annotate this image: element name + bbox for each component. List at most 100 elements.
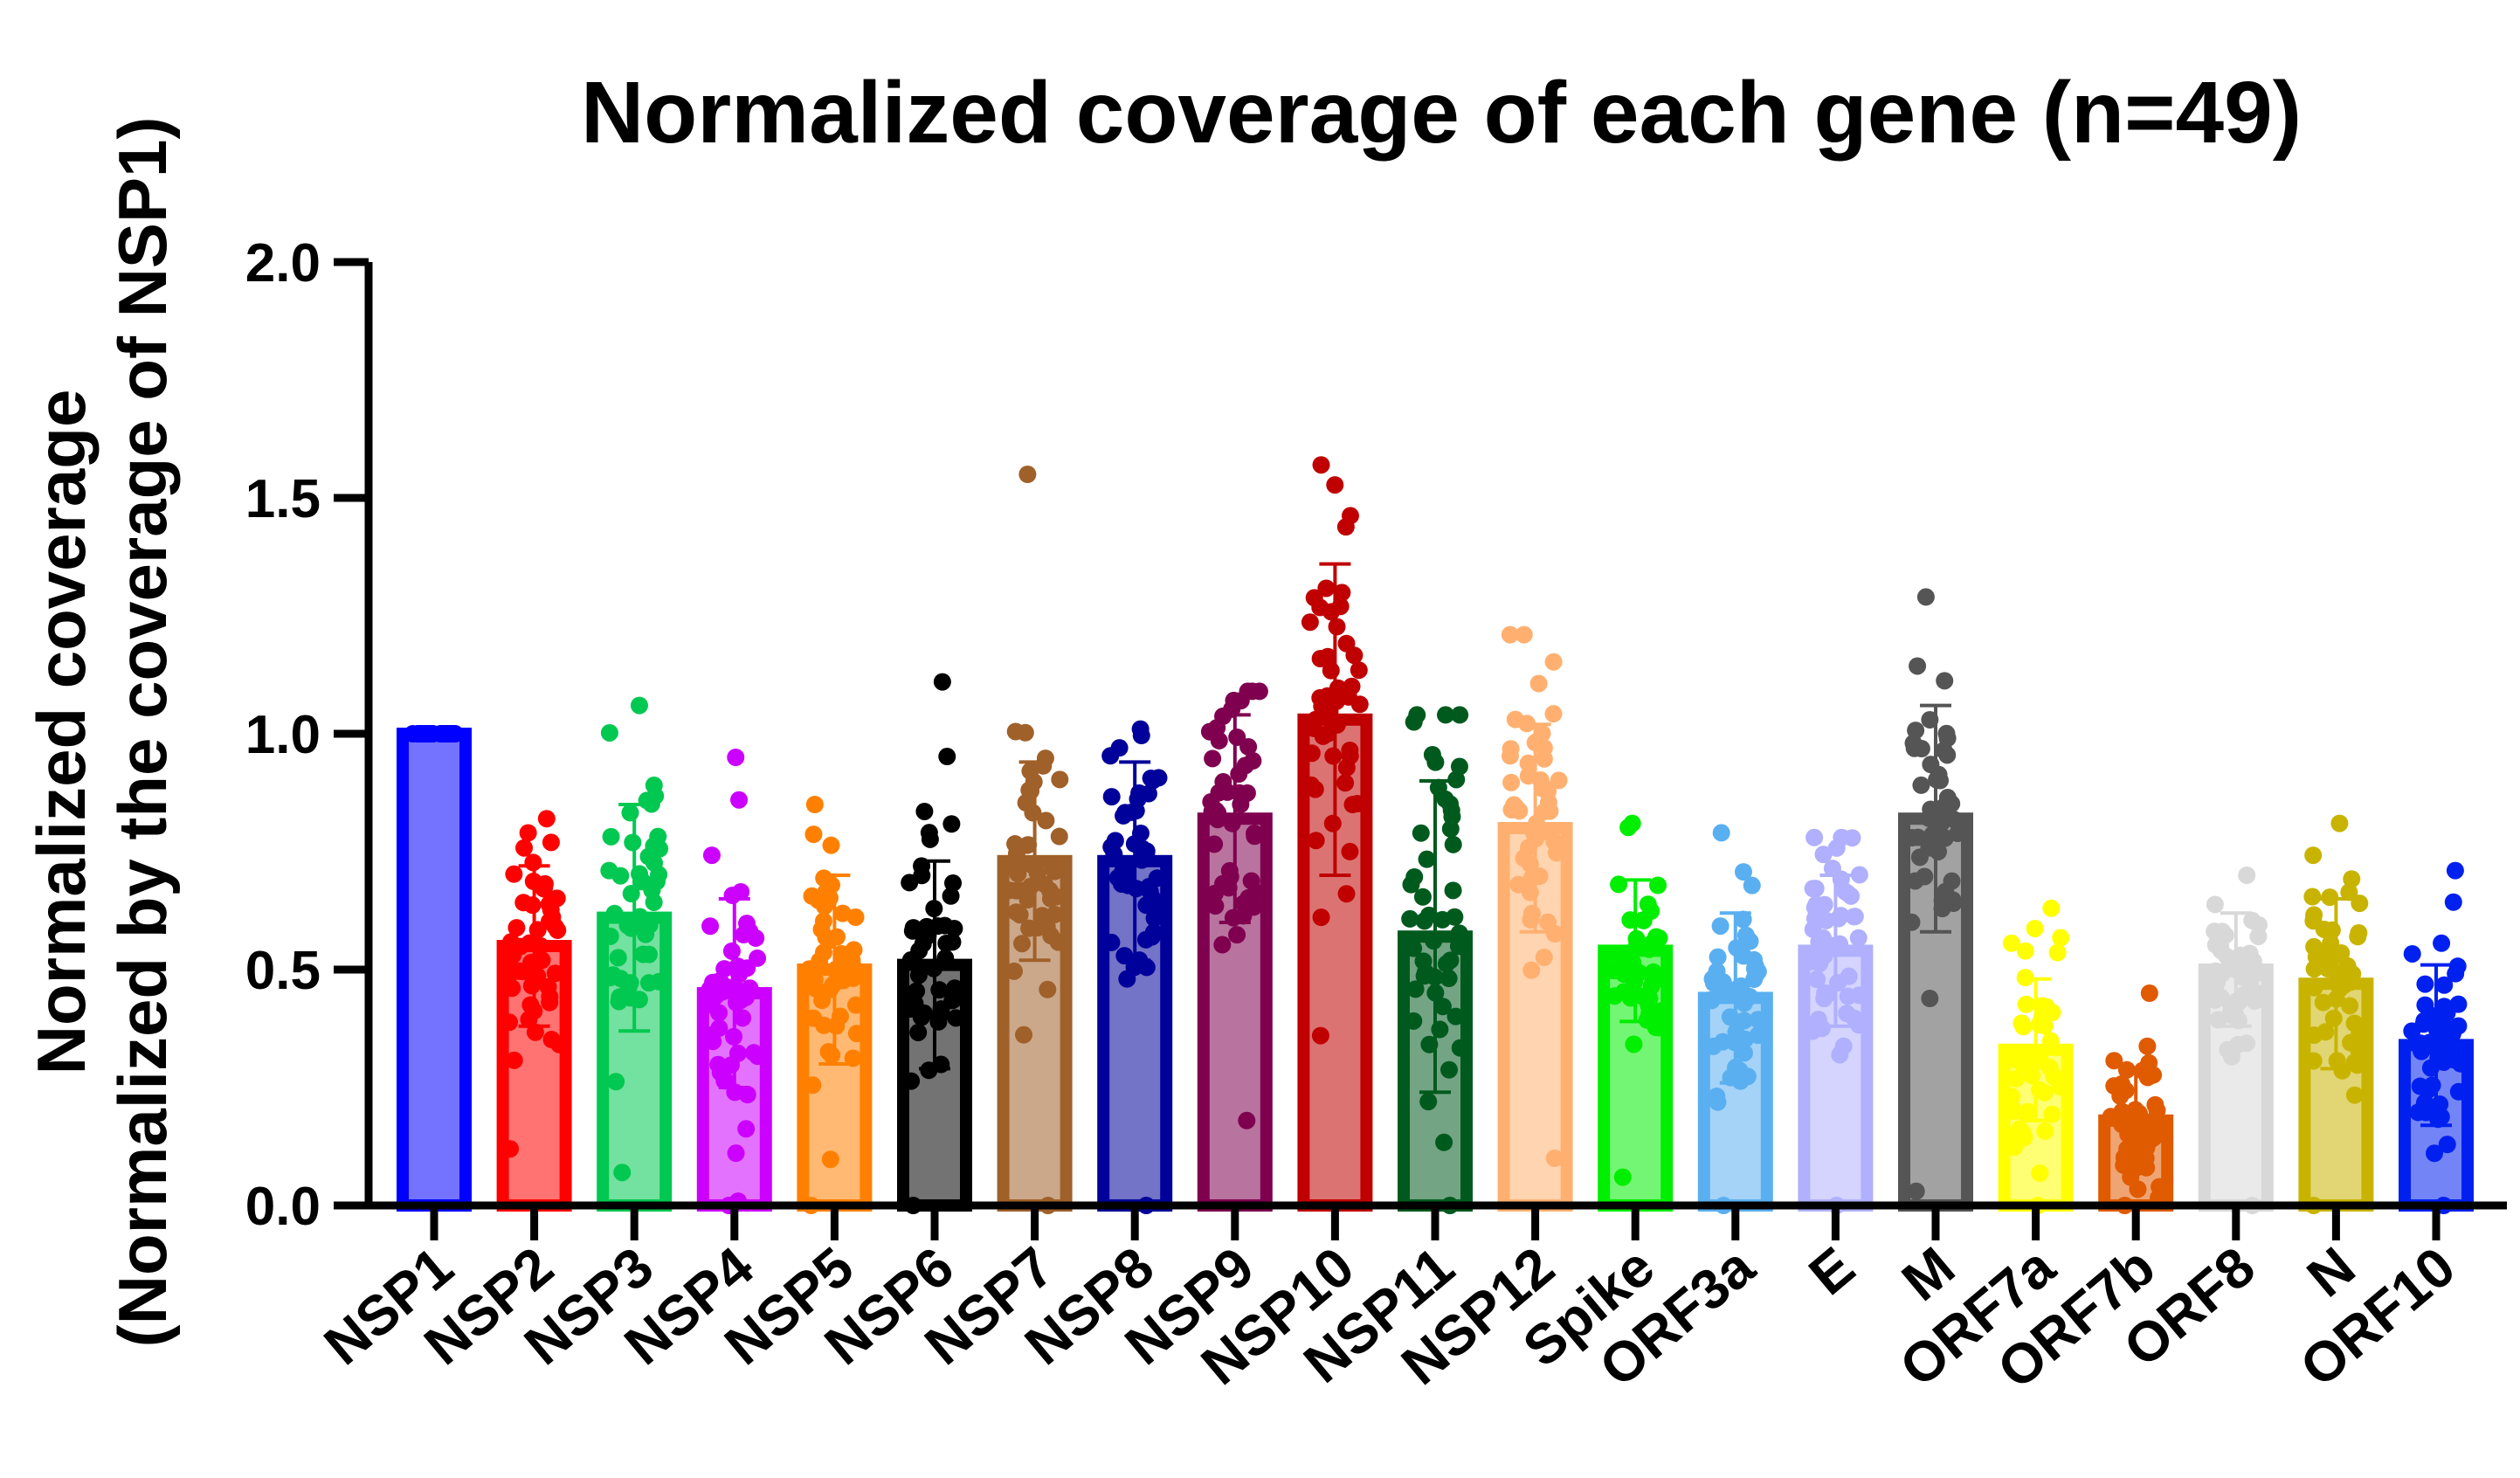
data-point-nsp10 <box>1313 697 1331 715</box>
data-point-orf8 <box>2216 926 2234 944</box>
data-point-nsp3 <box>650 972 668 991</box>
error-bar-orf8 <box>2220 911 2252 1028</box>
data-point-n <box>2351 1024 2369 1042</box>
data-point-orf10 <box>2413 1100 2432 1118</box>
data-point-nsp3 <box>613 1164 632 1182</box>
data-point-orf7a <box>2035 1083 2054 1102</box>
data-point-nsp6 <box>933 673 951 691</box>
data-point-orf3a <box>1738 1067 1757 1086</box>
y-axis-sublabel: (Normalized by the coverage of NSP1) <box>104 117 181 1348</box>
data-point-nsp6 <box>938 748 956 766</box>
data-point-orf10 <box>2435 976 2454 994</box>
data-point-nsp10 <box>1336 774 1355 792</box>
data-point-orf3a <box>1745 970 1764 989</box>
data-point-nsp8 <box>1106 832 1124 850</box>
data-point-orf3a <box>1709 948 1727 966</box>
data-point-nsp10 <box>1326 476 1344 494</box>
data-point-n <box>2350 1042 2368 1060</box>
data-point-nsp7 <box>1013 935 1032 953</box>
data-point-nsp10 <box>1328 618 1346 636</box>
data-point-nsp10 <box>1302 744 1321 763</box>
y-tick-label: 1.5 <box>245 469 321 529</box>
y-ticks: 0.0 0.5 1.0 1.5 2.0 <box>245 233 369 1237</box>
data-point-e <box>1831 935 1849 953</box>
data-point-nsp3 <box>635 911 653 929</box>
data-point-orf8 <box>2241 976 2260 994</box>
data-point-nsp7 <box>1046 905 1064 923</box>
data-point-nsp10 <box>1312 456 1330 474</box>
data-point-spike <box>1634 911 1653 929</box>
data-point-nsp6 <box>915 802 934 820</box>
data-point-nsp12 <box>1519 754 1537 772</box>
data-point-nsp11 <box>1405 867 1424 886</box>
data-point-nsp12 <box>1522 961 1541 979</box>
data-point-orf7a <box>2017 995 2035 1013</box>
error-bar-m <box>1920 703 1951 934</box>
data-point-nsp3 <box>605 904 624 922</box>
data-point-e <box>1808 970 1826 989</box>
data-point-nsp11 <box>1444 835 1462 853</box>
data-point-spike <box>1649 876 1667 894</box>
data-point-nsp5 <box>804 1076 822 1095</box>
data-point-orf7a <box>2011 1120 2029 1138</box>
data-point-nsp3 <box>621 804 639 822</box>
data-point-nsp6 <box>910 942 929 960</box>
data-point-nsp6 <box>947 1009 965 1027</box>
data-point-nsp5 <box>823 1046 841 1065</box>
data-point-m <box>1902 913 1921 931</box>
data-point-m <box>1920 839 1938 857</box>
data-point-nsp5 <box>815 1016 833 1034</box>
data-point-nsp9 <box>1239 737 1258 756</box>
data-point-nsp3 <box>645 777 663 795</box>
data-point-spike <box>1604 961 1622 979</box>
data-point-nsp3 <box>611 970 630 988</box>
data-point-nsp11 <box>1451 706 1469 724</box>
data-point-nsp7 <box>1018 891 1037 909</box>
data-point-e <box>1814 929 1833 947</box>
data-point-nsp8 <box>1101 747 1120 765</box>
data-point-e <box>1834 1037 1853 1055</box>
data-point-nsp10 <box>1337 758 1356 777</box>
data-point-nsp10 <box>1311 1026 1329 1045</box>
data-point-m <box>1938 746 1957 764</box>
data-point-nsp6 <box>937 934 956 952</box>
data-point-spike <box>1644 973 1662 991</box>
data-point-e <box>1815 895 1833 914</box>
data-point-orf7a <box>2002 934 2020 952</box>
data-point-nsp11 <box>1405 939 1423 957</box>
data-point-nsp12 <box>1533 724 1551 742</box>
data-point-nsp11 <box>1413 887 1432 906</box>
data-point-nsp11 <box>1433 998 1452 1016</box>
data-point-nsp8 <box>1118 970 1136 988</box>
data-point-n <box>2316 1023 2335 1041</box>
data-point-nsp5 <box>814 943 832 962</box>
data-point-nsp11 <box>1435 1133 1453 1151</box>
data-point-nsp7 <box>1007 903 1025 922</box>
data-point-nsp7 <box>1017 793 1035 812</box>
data-point-nsp2 <box>535 879 554 897</box>
data-point-orf3a <box>1735 1044 1753 1062</box>
data-point-nsp11 <box>1433 910 1452 929</box>
data-point-nsp11 <box>1451 1039 1469 1057</box>
data-point-m <box>1938 729 1957 748</box>
y-axis-title: Normalized coverage (Normalized by the c… <box>23 117 181 1348</box>
data-point-nsp10 <box>1302 776 1321 794</box>
data-point-nsp3 <box>602 827 620 846</box>
data-point-nsp1 <box>443 725 461 742</box>
data-point-nsp2 <box>501 951 519 970</box>
data-point-nsp7 <box>1046 862 1064 881</box>
data-point-orf7b <box>2114 1081 2132 1100</box>
data-point-e <box>1815 947 1833 965</box>
data-point-n <box>2340 883 2358 901</box>
data-point-nsp5 <box>846 996 865 1014</box>
data-point-nsp12 <box>1544 653 1563 671</box>
data-point-nsp10 <box>1301 613 1319 632</box>
data-point-orf7a <box>2016 942 2034 960</box>
data-point-nsp2 <box>542 833 560 852</box>
data-point-orf7b <box>2136 1133 2154 1151</box>
data-point-orf7a <box>2041 1035 2060 1053</box>
data-point-m <box>1938 789 1957 807</box>
data-point-nsp12 <box>1505 796 1523 814</box>
data-point-nsp10 <box>1336 518 1355 536</box>
data-point-nsp8 <box>1145 909 1163 928</box>
